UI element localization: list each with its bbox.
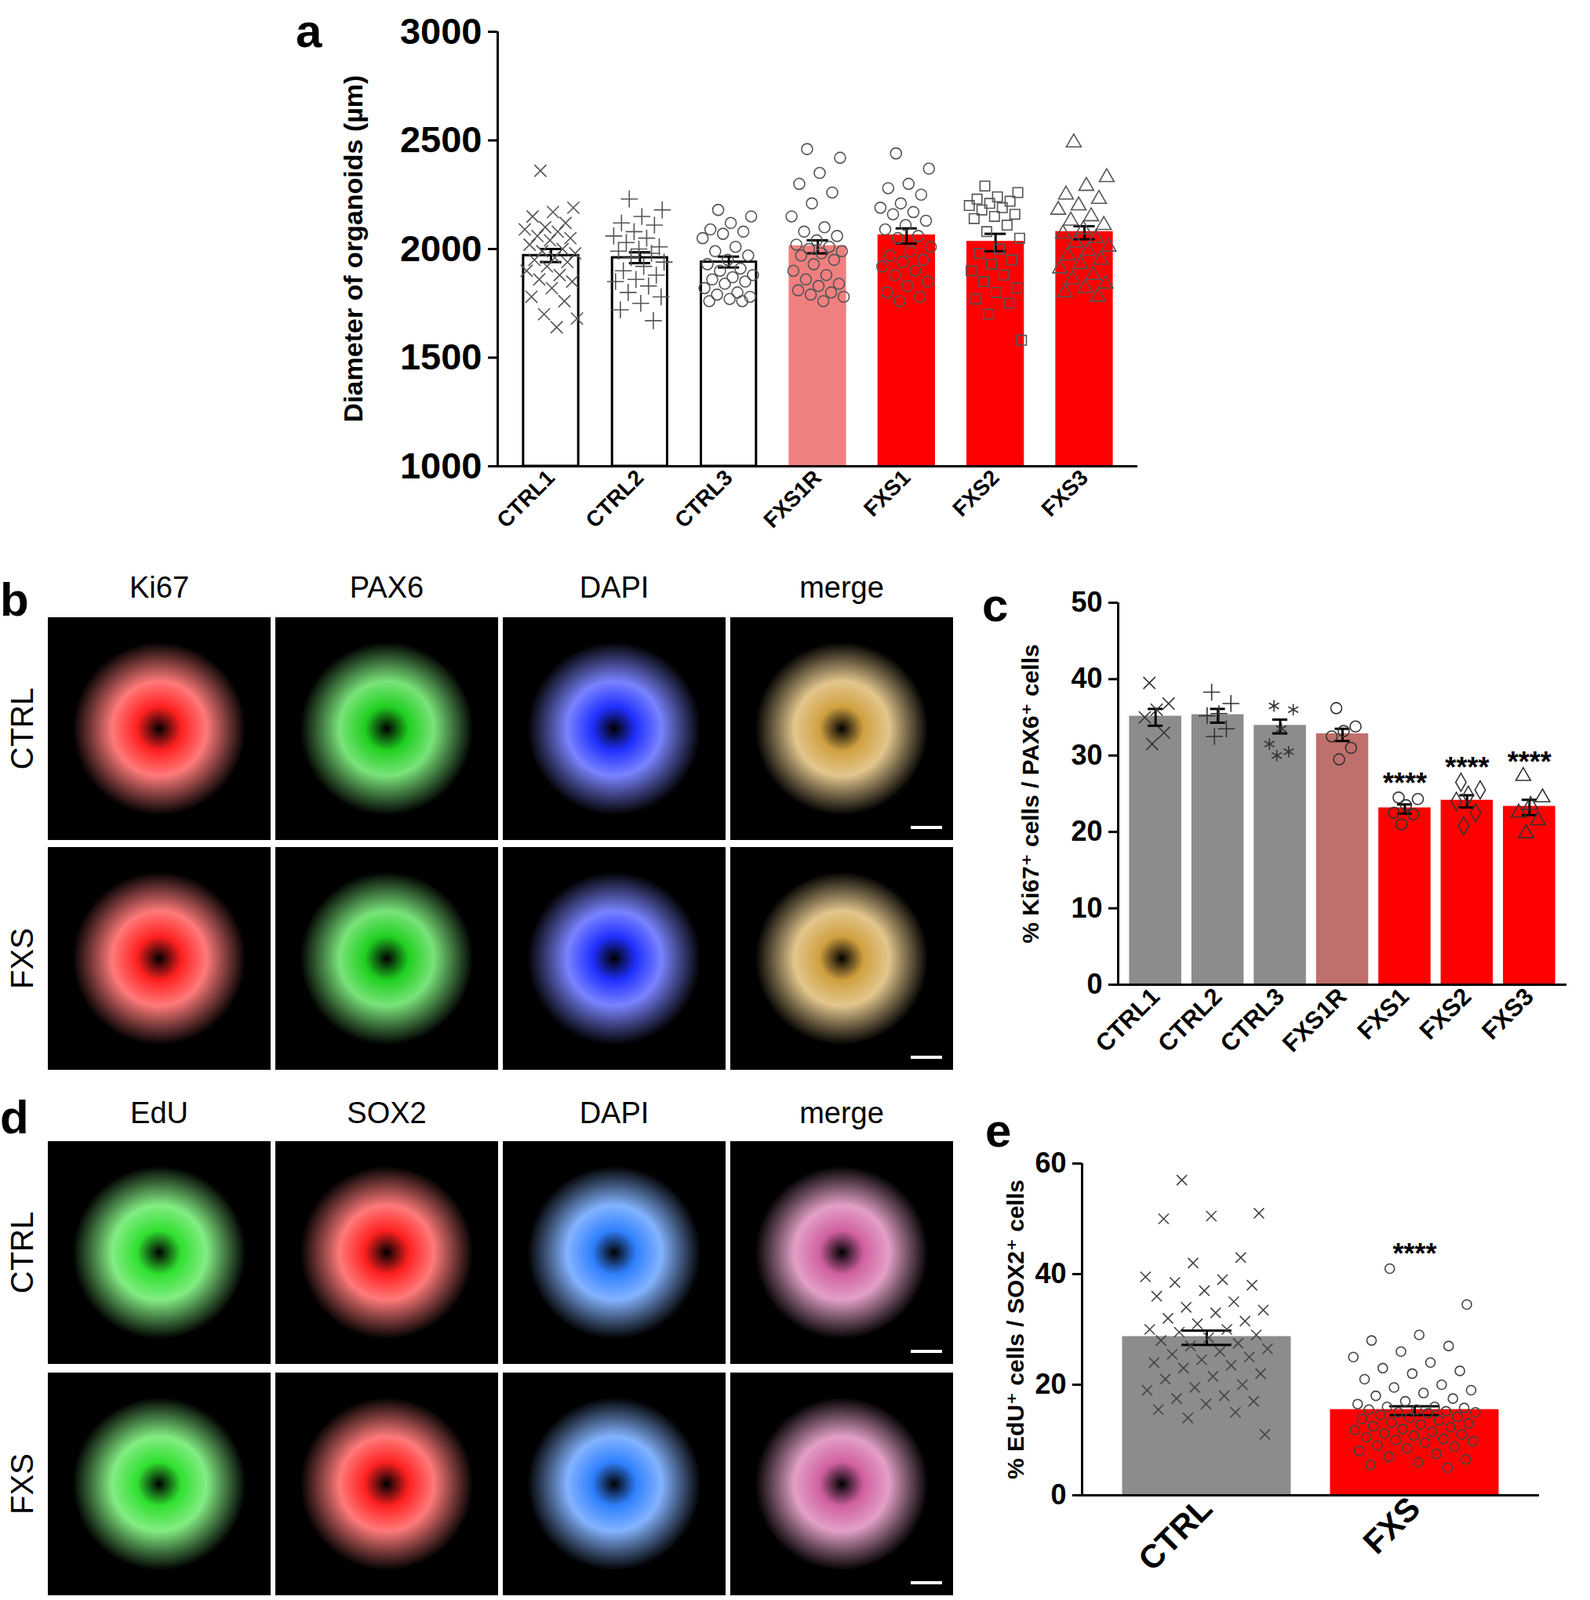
svg-text:CTRL: CTRL bbox=[1131, 1489, 1219, 1578]
html-text:a: a bbox=[295, 4, 322, 58]
svg-text:FXS1: FXS1 bbox=[1351, 982, 1415, 1046]
html-text:e: e bbox=[985, 1104, 1012, 1158]
html-text:EdU: EdU bbox=[130, 1096, 189, 1130]
svg-text:FXS: FXS bbox=[1355, 1489, 1427, 1561]
html-text:DAPI: DAPI bbox=[579, 1096, 650, 1130]
svg-text:****: **** bbox=[1392, 1237, 1437, 1270]
svg-text:20: 20 bbox=[1034, 1368, 1067, 1401]
svg-text:CTRL1: CTRL1 bbox=[491, 465, 560, 533]
svg-text:FXS1R: FXS1R bbox=[1277, 982, 1352, 1058]
svg-text:30: 30 bbox=[1070, 738, 1103, 772]
svg-text:2500: 2500 bbox=[400, 118, 483, 161]
html-text:CTRL: CTRL bbox=[4, 687, 40, 770]
svg-text:FXS2: FXS2 bbox=[947, 465, 1004, 521]
svg-text:CTRL3: CTRL3 bbox=[1215, 982, 1290, 1058]
html-text:% Ki67⁺ cells / PAX6⁺ cells: % Ki67⁺ cells / PAX6⁺ cells bbox=[1017, 643, 1044, 944]
svg-text:FXS1R: FXS1R bbox=[758, 465, 826, 533]
svg-text:****: **** bbox=[1382, 767, 1427, 800]
svg-text:20: 20 bbox=[1070, 815, 1103, 848]
svg-text:40: 40 bbox=[1034, 1257, 1067, 1290]
svg-text:FXS3: FXS3 bbox=[1476, 982, 1540, 1046]
html-text:PAX6: PAX6 bbox=[349, 571, 424, 604]
svg-text:40: 40 bbox=[1070, 662, 1103, 695]
svg-text:10: 10 bbox=[1070, 891, 1103, 925]
html-text:b: b bbox=[0, 573, 29, 626]
svg-text:****: **** bbox=[1507, 745, 1552, 779]
svg-text:2000: 2000 bbox=[400, 227, 483, 270]
html-text:FXS: FXS bbox=[4, 928, 40, 990]
svg-text:0: 0 bbox=[1086, 967, 1103, 1001]
svg-text:FXS3: FXS3 bbox=[1036, 465, 1093, 521]
svg-text:CTRL2: CTRL2 bbox=[581, 465, 649, 533]
html-text:FXS: FXS bbox=[4, 1453, 40, 1515]
html-text:Diameter of organoids (µm): Diameter of organoids (µm) bbox=[338, 74, 368, 423]
svg-text:1000: 1000 bbox=[400, 444, 483, 487]
svg-text:****: **** bbox=[1444, 751, 1489, 784]
svg-text:FXS2: FXS2 bbox=[1414, 982, 1478, 1046]
svg-text:0: 0 bbox=[1050, 1478, 1067, 1511]
html-text:SOX2: SOX2 bbox=[346, 1096, 427, 1130]
html-text:CTRL: CTRL bbox=[4, 1211, 40, 1294]
svg-text:CTRL3: CTRL3 bbox=[669, 465, 738, 533]
html-text:d: d bbox=[0, 1091, 29, 1144]
svg-text:CTRL2: CTRL2 bbox=[1152, 982, 1227, 1058]
html-text:merge: merge bbox=[799, 571, 884, 604]
html-text:merge: merge bbox=[799, 1096, 884, 1130]
html-text:DAPI: DAPI bbox=[579, 571, 650, 604]
svg-text:1500: 1500 bbox=[400, 335, 483, 378]
html-text:% EdU⁺ cells / SOX2⁺ cells: % EdU⁺ cells / SOX2⁺ cells bbox=[1002, 1179, 1029, 1479]
html-text:c: c bbox=[982, 578, 1009, 632]
html-text:Ki67: Ki67 bbox=[129, 571, 190, 604]
svg-text:60: 60 bbox=[1034, 1146, 1067, 1179]
svg-text:50: 50 bbox=[1070, 585, 1103, 619]
svg-text:3000: 3000 bbox=[400, 10, 483, 52]
svg-text:FXS1: FXS1 bbox=[858, 465, 915, 521]
svg-text:CTRL1: CTRL1 bbox=[1090, 982, 1165, 1058]
